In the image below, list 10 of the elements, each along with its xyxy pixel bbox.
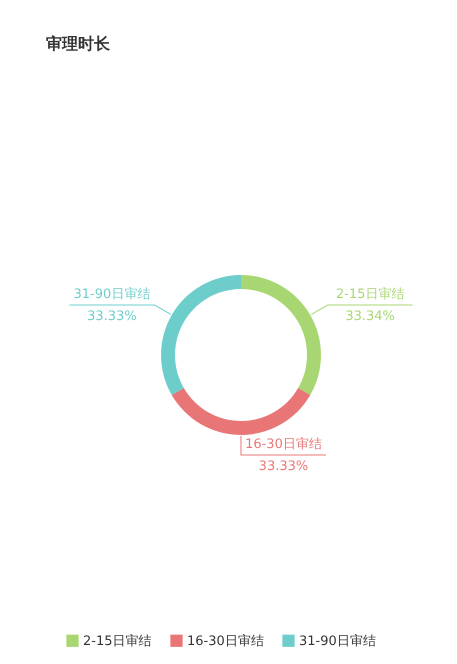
data-label: 33.33% [258, 459, 308, 474]
legend-label: 31-90日审结 [299, 632, 376, 649]
legend-label: 2-15日审结 [83, 632, 152, 649]
data-label: 33.34% [345, 309, 395, 324]
slice-label: 2-15日审结 [336, 286, 404, 302]
legend-label: 16-30日审结 [187, 632, 264, 649]
data-label: 33.33% [87, 308, 137, 324]
chart-title: 审理时长 [46, 34, 111, 53]
slice-label: 31-90日审结 [74, 286, 150, 302]
slice-label: 16-30日审结 [245, 436, 322, 452]
